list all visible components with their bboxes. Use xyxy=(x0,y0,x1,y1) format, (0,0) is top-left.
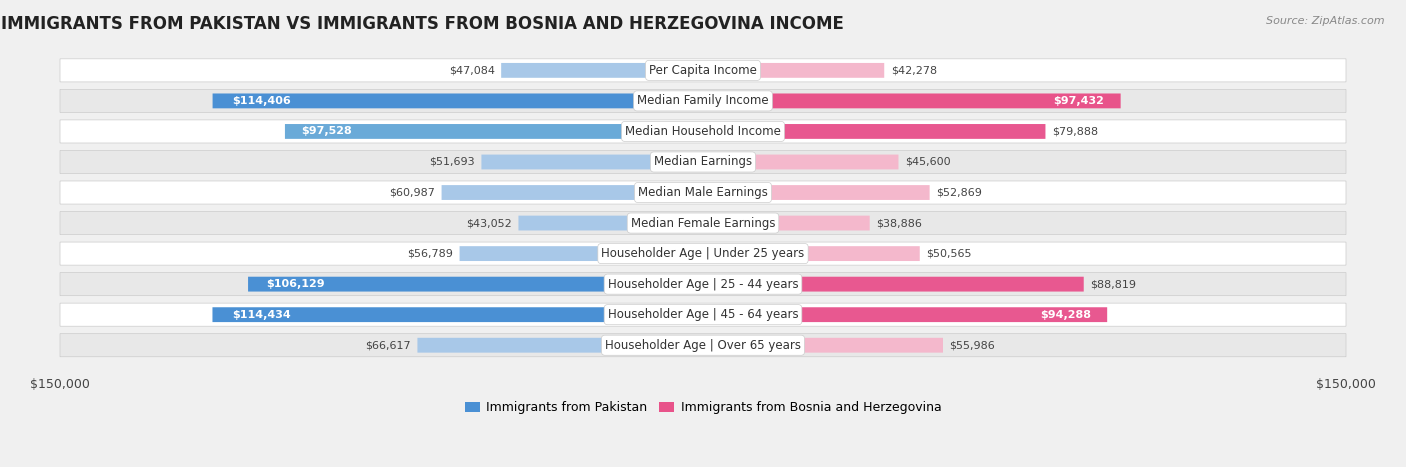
FancyBboxPatch shape xyxy=(60,59,1346,82)
FancyBboxPatch shape xyxy=(60,303,1346,326)
FancyBboxPatch shape xyxy=(60,273,1346,296)
Text: Householder Age | 45 - 64 years: Householder Age | 45 - 64 years xyxy=(607,308,799,321)
Text: $106,129: $106,129 xyxy=(266,279,325,289)
Text: $45,600: $45,600 xyxy=(905,157,950,167)
Text: $79,888: $79,888 xyxy=(1052,127,1098,136)
FancyBboxPatch shape xyxy=(481,155,703,170)
Legend: Immigrants from Pakistan, Immigrants from Bosnia and Herzegovina: Immigrants from Pakistan, Immigrants fro… xyxy=(460,396,946,419)
Text: Median Household Income: Median Household Income xyxy=(626,125,780,138)
Text: Median Male Earnings: Median Male Earnings xyxy=(638,186,768,199)
Text: $114,434: $114,434 xyxy=(232,310,291,320)
Text: $43,052: $43,052 xyxy=(467,218,512,228)
Text: Per Capita Income: Per Capita Income xyxy=(650,64,756,77)
FancyBboxPatch shape xyxy=(247,277,703,291)
Text: $38,886: $38,886 xyxy=(876,218,922,228)
Text: $50,565: $50,565 xyxy=(927,248,972,259)
FancyBboxPatch shape xyxy=(212,93,703,108)
FancyBboxPatch shape xyxy=(703,216,870,231)
Text: $52,869: $52,869 xyxy=(936,188,981,198)
Text: $66,617: $66,617 xyxy=(366,340,411,350)
Text: $97,432: $97,432 xyxy=(1053,96,1104,106)
Text: $97,528: $97,528 xyxy=(302,127,353,136)
Text: Median Family Income: Median Family Income xyxy=(637,94,769,107)
FancyBboxPatch shape xyxy=(703,185,929,200)
Text: IMMIGRANTS FROM PAKISTAN VS IMMIGRANTS FROM BOSNIA AND HERZEGOVINA INCOME: IMMIGRANTS FROM PAKISTAN VS IMMIGRANTS F… xyxy=(1,15,844,33)
Text: Source: ZipAtlas.com: Source: ZipAtlas.com xyxy=(1267,16,1385,26)
Text: $51,693: $51,693 xyxy=(429,157,475,167)
FancyBboxPatch shape xyxy=(60,89,1346,113)
FancyBboxPatch shape xyxy=(703,155,898,170)
Text: $42,278: $42,278 xyxy=(890,65,936,75)
Text: Householder Age | Over 65 years: Householder Age | Over 65 years xyxy=(605,339,801,352)
FancyBboxPatch shape xyxy=(60,150,1346,174)
Text: $47,084: $47,084 xyxy=(449,65,495,75)
FancyBboxPatch shape xyxy=(285,124,703,139)
FancyBboxPatch shape xyxy=(60,212,1346,234)
Text: $55,986: $55,986 xyxy=(949,340,995,350)
FancyBboxPatch shape xyxy=(212,307,703,322)
Text: Median Female Earnings: Median Female Earnings xyxy=(631,217,775,230)
FancyBboxPatch shape xyxy=(703,338,943,353)
FancyBboxPatch shape xyxy=(703,124,1046,139)
Text: $88,819: $88,819 xyxy=(1090,279,1136,289)
Text: Householder Age | Under 25 years: Householder Age | Under 25 years xyxy=(602,247,804,260)
Text: Median Earnings: Median Earnings xyxy=(654,156,752,169)
FancyBboxPatch shape xyxy=(501,63,703,78)
FancyBboxPatch shape xyxy=(60,333,1346,357)
FancyBboxPatch shape xyxy=(60,242,1346,265)
FancyBboxPatch shape xyxy=(60,181,1346,204)
FancyBboxPatch shape xyxy=(703,307,1107,322)
FancyBboxPatch shape xyxy=(703,277,1084,291)
FancyBboxPatch shape xyxy=(703,246,920,261)
Text: $94,288: $94,288 xyxy=(1040,310,1091,320)
Text: $56,789: $56,789 xyxy=(408,248,453,259)
Text: Householder Age | 25 - 44 years: Householder Age | 25 - 44 years xyxy=(607,278,799,290)
FancyBboxPatch shape xyxy=(460,246,703,261)
Text: $60,987: $60,987 xyxy=(389,188,434,198)
Text: $114,406: $114,406 xyxy=(232,96,291,106)
FancyBboxPatch shape xyxy=(418,338,703,353)
FancyBboxPatch shape xyxy=(703,63,884,78)
FancyBboxPatch shape xyxy=(441,185,703,200)
FancyBboxPatch shape xyxy=(60,120,1346,143)
FancyBboxPatch shape xyxy=(703,93,1121,108)
FancyBboxPatch shape xyxy=(519,216,703,231)
